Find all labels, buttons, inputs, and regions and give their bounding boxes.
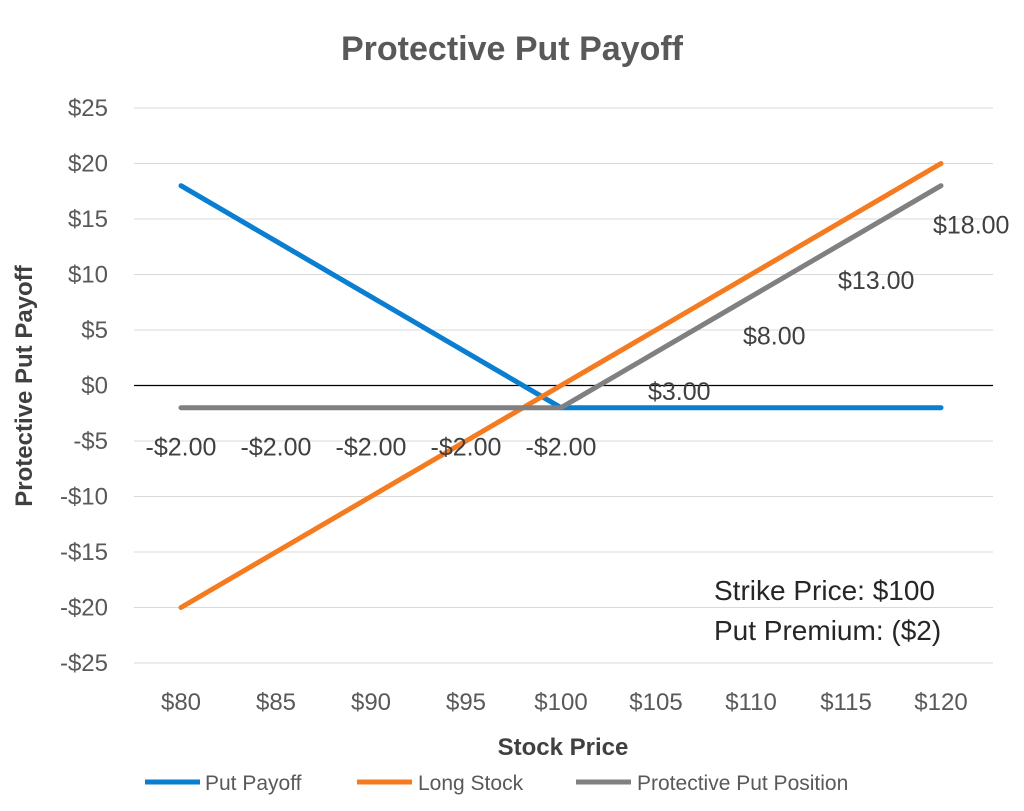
put-premium-annotation: Put Premium: ($2) [714,615,941,646]
legend-label: Long Stock [418,772,524,795]
y-tick-label: -$25 [60,650,108,677]
strike-price-annotation: Strike Price: $100 [714,575,935,606]
y-tick-label: $0 [81,373,108,400]
x-tick-label: $115 [820,689,872,716]
data-label: $18.00 [933,212,1009,240]
y-tick-label: -$20 [60,595,108,622]
data-label: $13.00 [838,267,914,295]
y-axis-title: Protective Put Payoff [11,264,38,506]
data-label: $8.00 [743,323,806,351]
x-tick-label: $80 [161,689,201,716]
y-tick-label: $25 [68,95,108,122]
x-tick-label: $85 [256,689,296,716]
series-line-long-stock [178,161,944,610]
y-tick-label: $10 [68,262,108,289]
x-tick-label: $110 [725,689,777,716]
y-tick-label: -$10 [60,484,108,511]
legend-label: Put Payoff [205,772,302,795]
y-tick-label: -$15 [60,539,108,566]
legend-label: Protective Put Position [637,772,848,795]
y-axis-ticks: $25 $20 $15 $10 $5 $0 -$5 -$10 -$15 -$20 -$25 [60,95,108,677]
x-axis-ticks: $80 $85 $90 $95 $100 $105 $110 $115 $120 [161,689,968,716]
x-tick-label: $105 [629,689,682,716]
y-tick-label: -$5 [73,428,108,455]
x-tick-label: $90 [351,689,391,716]
x-tick-label: $100 [534,689,587,716]
data-label: -$2.00 [241,434,312,462]
data-label: -$2.00 [146,434,217,462]
y-tick-label: $15 [68,206,108,233]
y-tick-label: $5 [81,317,108,344]
data-label: -$2.00 [431,434,502,462]
series-line-protective-put-position [178,183,944,411]
data-labels: -$2.00 -$2.00 -$2.00 -$2.00 -$2.00 $3.00 $8.00… [146,212,1010,462]
series-lines [178,161,944,610]
data-label: -$2.00 [336,434,407,462]
x-tick-label: $120 [914,689,967,716]
data-label: -$2.00 [526,434,597,462]
legend: Put Payoff Long Stock Protective Put Posit… [145,772,848,795]
x-tick-label: $95 [446,689,486,716]
data-label: $3.00 [648,378,711,406]
x-axis-title: Stock Price [498,734,629,761]
y-tick-label: $20 [68,151,108,178]
chart-title: Protective Put Payoff [341,30,684,68]
